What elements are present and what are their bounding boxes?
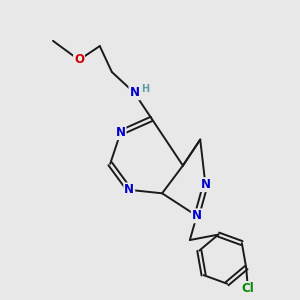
Text: N: N [129, 86, 140, 99]
Text: N: N [116, 126, 126, 139]
Text: N: N [192, 209, 202, 222]
Text: O: O [74, 53, 84, 66]
Text: N: N [124, 183, 134, 196]
Text: N: N [200, 178, 210, 191]
Text: Cl: Cl [242, 282, 254, 295]
Text: H: H [141, 84, 149, 94]
